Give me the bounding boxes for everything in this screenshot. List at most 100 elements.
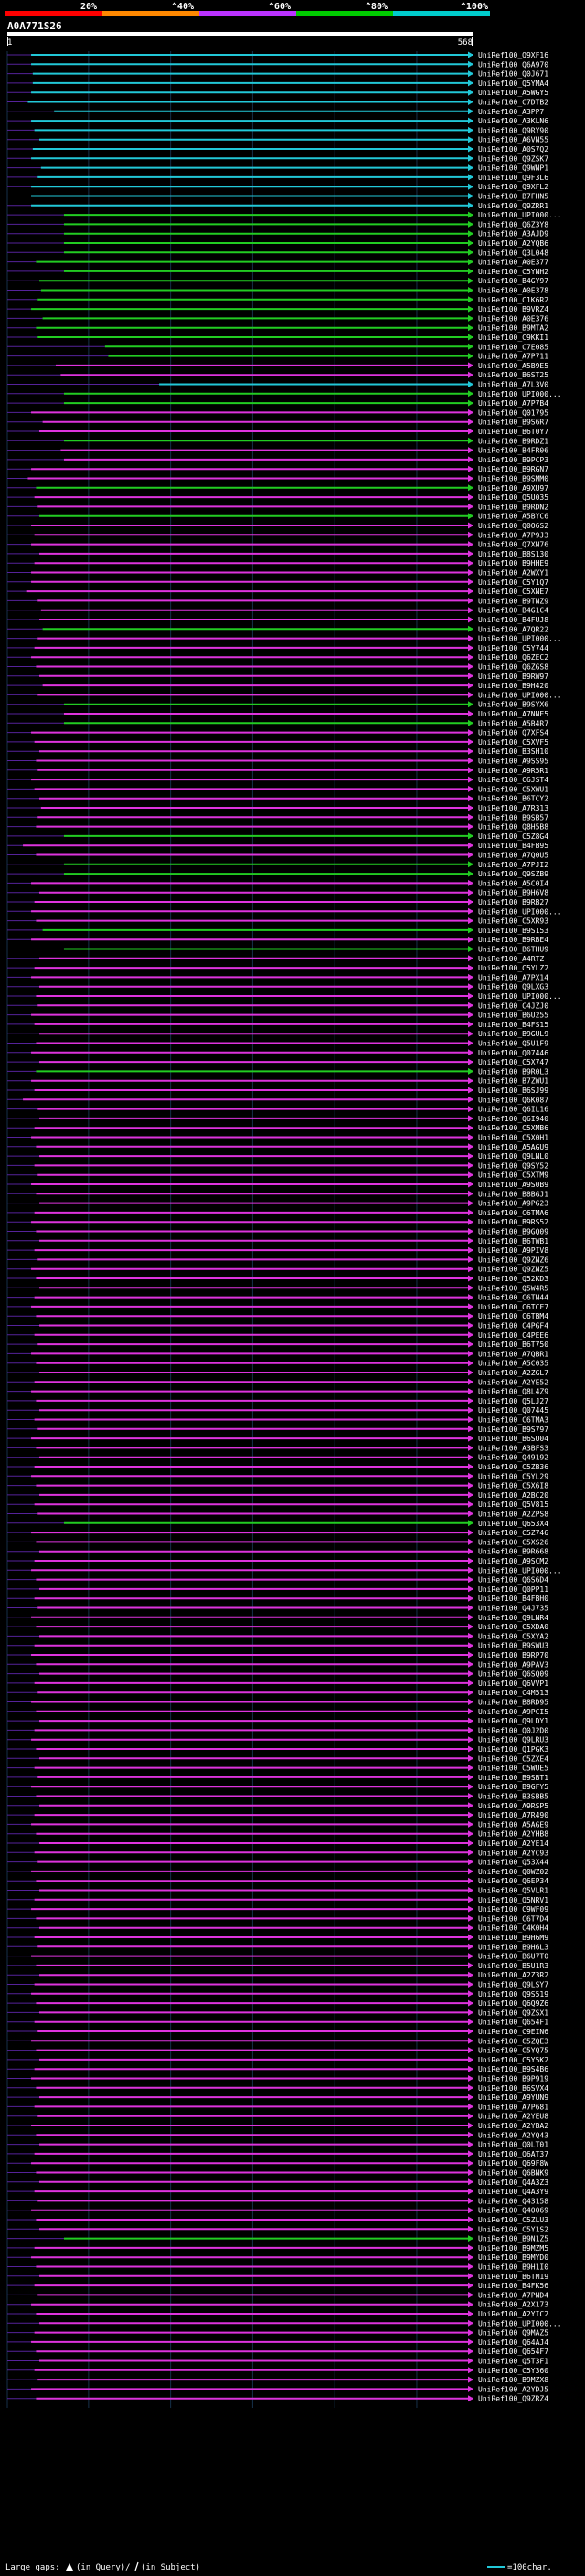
- hit-label: UniRef100_B6TM19: [478, 2273, 548, 2281]
- hit-row: UniRef100_A7P681: [7, 2103, 548, 2111]
- hit-row: UniRef100_A7P9J3: [7, 531, 548, 539]
- hit-label: UniRef100_Q0O6S2: [478, 522, 548, 530]
- hit-row: UniRef100_A7R490: [7, 1811, 548, 1819]
- hit-end-arrow: [468, 1953, 473, 1960]
- hit-end-arrow: [468, 1171, 473, 1179]
- hit-row: UniRef100_A2YC93: [7, 1849, 548, 1857]
- hit-row: UniRef100_C4K0H4: [7, 1924, 548, 1933]
- hit-end-arrow: [468, 1322, 473, 1329]
- hit-row: UniRef100_UPI000...: [7, 2319, 562, 2327]
- hit-row: UniRef100_Q9F3L6: [7, 174, 548, 182]
- hit-label: UniRef100_A2BC20: [478, 1491, 548, 1500]
- hit-row: UniRef100_Q9WNP1: [7, 164, 548, 173]
- hit-row: UniRef100_Q52KD3: [7, 1275, 548, 1283]
- hit-label: UniRef100_A2YQ43: [478, 2131, 548, 2139]
- hit-label: UniRef100_C6TMA6: [478, 1209, 548, 1217]
- hit-row: UniRef100_B6SU04: [7, 1435, 548, 1443]
- hit-end-arrow: [468, 136, 473, 143]
- hit-end-arrow: [468, 1896, 473, 1903]
- hit-end-arrow: [468, 1905, 473, 1913]
- hit-end-arrow: [468, 1161, 473, 1169]
- hit-label: UniRef100_Q43158: [478, 2197, 548, 2205]
- hit-row: UniRef100_B9SMM0: [7, 475, 548, 483]
- hit-row: UniRef100_C6TN44: [7, 1294, 548, 1302]
- hit-end-arrow: [468, 164, 473, 172]
- hit-row: UniRef100_B9S6R7: [7, 419, 548, 427]
- hit-end-arrow: [468, 99, 473, 105]
- hit-row: UniRef100_B4GY97: [7, 277, 548, 285]
- hit-end-arrow: [468, 870, 473, 877]
- hit-row: UniRef100_Q6VVP1: [7, 1680, 548, 1688]
- hit-label: UniRef100_C5XNE7: [478, 588, 548, 596]
- hit-end-arrow: [468, 381, 473, 387]
- hit-end-arrow: [468, 296, 473, 303]
- hit-end-arrow: [468, 673, 473, 680]
- hit-label: UniRef100_C4JZJ0: [478, 1002, 548, 1010]
- hit-row: UniRef100_Q0J2D0: [7, 1726, 548, 1734]
- hit-end-arrow: [468, 2367, 473, 2374]
- hit-label: UniRef100_B9SWU3: [478, 1642, 548, 1650]
- hit-row: UniRef100_B4FR06: [7, 447, 548, 455]
- hit-row: UniRef100_A5WGY5: [7, 89, 548, 97]
- hit-end-arrow: [468, 2103, 473, 2110]
- hit-label: UniRef100_B9RP70: [478, 1651, 548, 1659]
- hit-row: UniRef100_C5XWU1: [7, 785, 548, 793]
- hit-row: UniRef100_C9EIN6: [7, 2028, 548, 2036]
- hit-label: UniRef100_Q9ZNZ5: [478, 1266, 548, 1274]
- hit-end-arrow: [468, 1341, 473, 1348]
- hit-end-arrow: [468, 2207, 473, 2214]
- hit-row: UniRef100_A5B4R7: [7, 719, 548, 727]
- hit-row: UniRef100_A5BYC6: [7, 513, 548, 521]
- hit-end-arrow: [468, 2348, 473, 2355]
- hit-row: UniRef100_B4FS15: [7, 1021, 548, 1029]
- hit-label: UniRef100_C5YL29: [478, 1472, 548, 1480]
- hit-end-arrow: [468, 1190, 473, 1197]
- hit-label: UniRef100_Q3L048: [478, 249, 548, 257]
- hit-end-arrow: [468, 183, 473, 190]
- hit-label: UniRef100_C5XYA2: [478, 1632, 548, 1640]
- hit-row: UniRef100_C5XVF5: [7, 738, 548, 747]
- hit-end-arrow: [468, 2169, 473, 2176]
- hit-row: UniRef100_C5XDA0: [7, 1623, 548, 1631]
- hit-end-arrow: [468, 193, 473, 199]
- hit-end-arrow: [468, 399, 473, 407]
- hit-label: UniRef100_A2YIC2: [478, 2310, 548, 2318]
- hit-end-arrow: [468, 1388, 473, 1395]
- hit-end-arrow: [468, 1360, 473, 1367]
- hit-row: UniRef100_Q9RY90: [7, 126, 548, 134]
- hit-row: UniRef100_C6TMA3: [7, 1416, 548, 1425]
- hit-end-arrow: [468, 1049, 473, 1056]
- hit-end-arrow: [468, 1566, 473, 1574]
- hit-end-arrow: [468, 758, 473, 764]
- hit-end-arrow: [468, 2019, 473, 2026]
- hit-row: UniRef100_B6TM19: [7, 2273, 548, 2281]
- scale-end-label: 568: [458, 38, 473, 48]
- hit-label: UniRef100_A9PIV8: [478, 1246, 548, 1255]
- hit-label: UniRef100_B8BGJ1: [478, 1190, 548, 1198]
- hit-end-arrow: [468, 1962, 473, 1969]
- hit-label: UniRef100_C6TN44: [478, 1294, 548, 1302]
- hit-end-arrow: [468, 1623, 473, 1630]
- hit-label: UniRef100_B9GUL9: [478, 1030, 548, 1038]
- hit-label: UniRef100_B9RDN2: [478, 503, 548, 511]
- hit-label: UniRef100_B4FBH0: [478, 1595, 548, 1603]
- hit-label: UniRef100_A2ZGL7: [478, 1369, 548, 1377]
- hit-row: UniRef100_A7QR22: [7, 625, 548, 633]
- hit-end-arrow: [468, 541, 473, 548]
- hit-row: UniRef100_A7Q0U5: [7, 852, 548, 860]
- hit-row: UniRef100_A0E377: [7, 259, 548, 267]
- hit-end-arrow: [468, 2188, 473, 2195]
- hit-label: UniRef100_Q6BNK9: [478, 2169, 548, 2178]
- hit-row: UniRef100_B9R0L3: [7, 1067, 548, 1076]
- hit-end-arrow: [468, 1981, 473, 1988]
- hit-end-arrow: [468, 569, 473, 576]
- hit-label: UniRef100_B9H6V8: [478, 889, 548, 897]
- scale-segment-green: [296, 11, 393, 16]
- hit-row: UniRef100_Q6SQ09: [7, 1670, 548, 1679]
- hit-label: UniRef100_A2YHB8: [478, 1830, 548, 1839]
- hit-label: UniRef100_A9PAV3: [478, 1660, 548, 1669]
- hit-row: UniRef100_A9RSP5: [7, 1802, 548, 1810]
- hit-label: UniRef100_UPI000...: [478, 907, 562, 916]
- hit-label: UniRef100_B9HHE9: [478, 559, 548, 567]
